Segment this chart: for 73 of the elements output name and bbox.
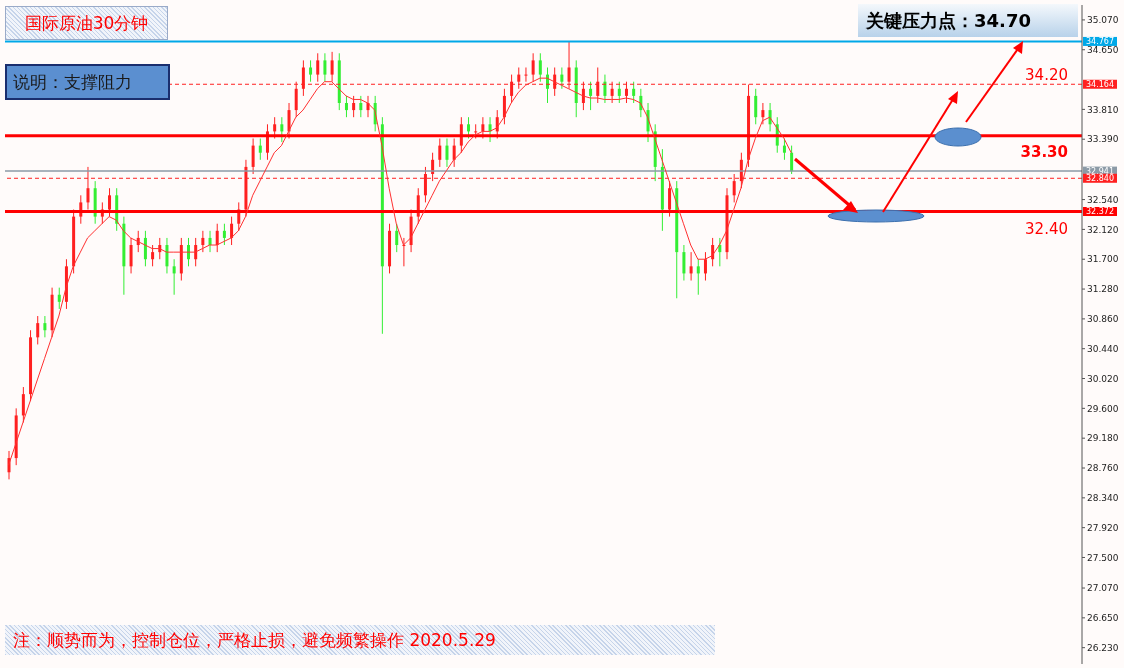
candlestick: [467, 116, 471, 139]
y-tick-label: 26.230: [1087, 642, 1119, 653]
y-tick-label: 33.810: [1087, 104, 1119, 115]
candlestick: [280, 116, 284, 143]
candlestick: [703, 251, 707, 282]
ref-line-label: 34.164: [1086, 79, 1114, 89]
candlestick: [230, 216, 234, 246]
candlestick: [790, 145, 794, 175]
candlestick: [129, 237, 133, 274]
y-tick-label: 29.180: [1087, 433, 1119, 444]
candlestick: [273, 116, 277, 139]
candlestick: [589, 81, 593, 111]
y-tick-label: 26.650: [1087, 613, 1119, 624]
candlestick: [689, 251, 693, 282]
candlestick: [344, 95, 348, 118]
candlestick: [617, 81, 621, 104]
candlestick: [352, 95, 356, 118]
candlestick: [359, 95, 363, 118]
y-tick-label: 30.860: [1087, 314, 1119, 325]
y-tick-label: 30.020: [1087, 373, 1119, 384]
annotation: 33.30: [1020, 143, 1068, 161]
candlestick: [251, 138, 255, 175]
y-tick-label: 29.600: [1087, 403, 1119, 414]
y-tick-label: 34.650: [1087, 44, 1119, 55]
candlestick: [309, 59, 313, 83]
ref-line-label: 32.941: [1086, 166, 1114, 176]
ref-line-label: 34.767: [1086, 36, 1114, 46]
y-tick-label: 32.120: [1087, 224, 1119, 235]
y-tick-label: 28.760: [1087, 463, 1119, 474]
candlestick: [502, 88, 506, 125]
candlestick: [395, 223, 399, 253]
candlestick: [201, 230, 205, 253]
y-tick-label: 33.390: [1087, 134, 1119, 145]
candlestick: [57, 287, 61, 310]
candlestick: [108, 187, 112, 218]
candlestick: [560, 66, 564, 90]
candlestick: [316, 52, 320, 83]
candlestick: [754, 88, 758, 125]
candlestick: [36, 315, 40, 345]
candlestick: [603, 74, 607, 104]
candlestick: [481, 116, 485, 139]
candlestick: [538, 52, 542, 83]
y-tick-label: 27.920: [1087, 522, 1119, 533]
candlestick: [43, 315, 47, 338]
candlestick: [438, 138, 442, 168]
candlestick: [165, 237, 169, 274]
candlestick: [222, 223, 226, 246]
candlestick: [445, 138, 449, 168]
y-tick-label: 27.070: [1087, 583, 1119, 594]
candlestick: [696, 258, 700, 296]
y-tick-label: 30.440: [1087, 343, 1119, 354]
annotation: 32.40: [1025, 220, 1068, 238]
ref-line-label: 32.372: [1086, 207, 1114, 217]
candlestick: [258, 138, 262, 161]
candlestick: [488, 116, 492, 143]
y-tick-label: 28.340: [1087, 493, 1119, 504]
candlestick: [761, 102, 765, 125]
candlestick: [682, 244, 686, 282]
candlestick: [172, 258, 176, 296]
candlestick: [323, 52, 327, 83]
y-tick-label: 32.540: [1087, 194, 1119, 205]
candlestick: [524, 66, 528, 83]
y-tick-label: 27.500: [1087, 552, 1119, 563]
candlestick: [143, 230, 147, 267]
candlestick: [632, 81, 636, 104]
y-tick-label: 31.700: [1087, 254, 1119, 265]
candlestick: [151, 244, 155, 267]
y-tick-label: 35.070: [1087, 15, 1119, 26]
y-tick-label: 31.280: [1087, 284, 1119, 295]
candlestick: [531, 52, 535, 83]
annotation: 34.20: [1025, 66, 1068, 84]
candlestick: [330, 51, 334, 83]
ref-line-label: 32.840: [1086, 173, 1114, 183]
